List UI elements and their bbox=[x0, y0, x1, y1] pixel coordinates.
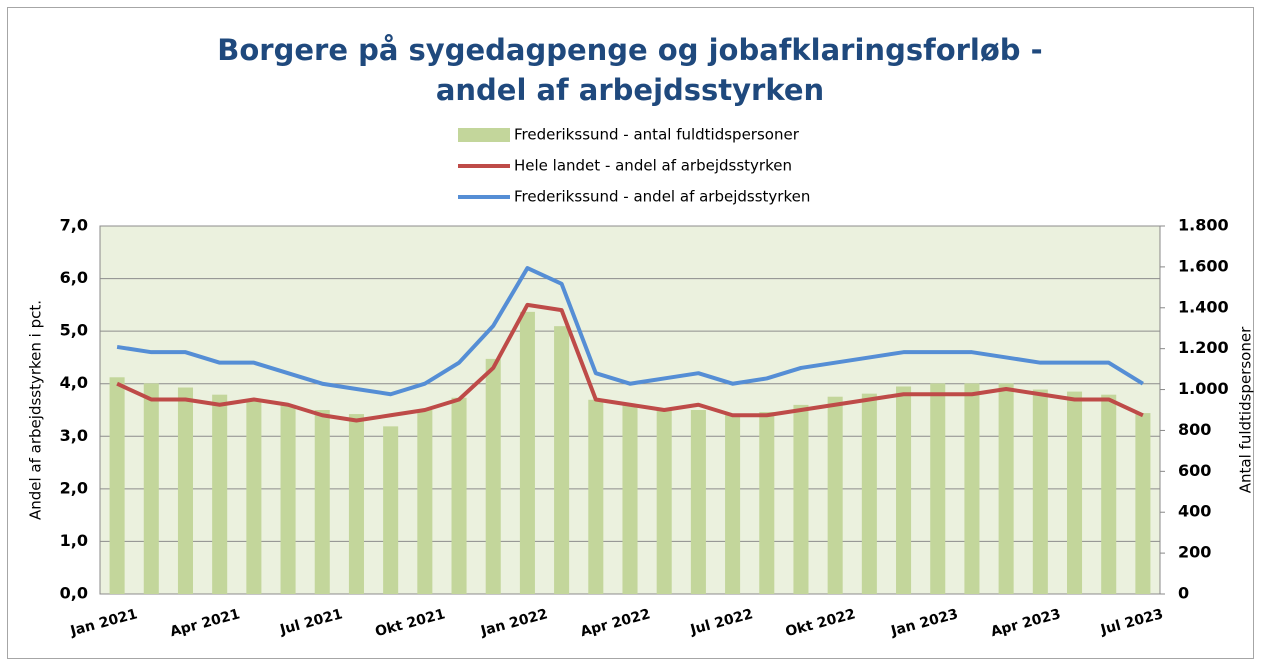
bar bbox=[177, 387, 194, 594]
legend-label: Hele landet - andel af arbejdsstyrken bbox=[514, 157, 792, 175]
bar bbox=[1101, 394, 1117, 594]
bar bbox=[246, 399, 262, 594]
y2-tick-label: 0 bbox=[1178, 584, 1189, 603]
y-tick-label: 3,0 bbox=[60, 426, 88, 445]
bar bbox=[109, 377, 125, 594]
x-tick-label: Jan 2023 bbox=[889, 606, 960, 639]
legend-swatch bbox=[458, 128, 510, 142]
bar bbox=[348, 414, 364, 594]
y-tick-label: 6,0 bbox=[60, 268, 88, 287]
bar bbox=[314, 410, 330, 594]
x-tick-label: Jul 2023 bbox=[1098, 606, 1165, 638]
legend-label: Frederikssund - andel af arbejdsstyrken bbox=[514, 188, 810, 206]
bar bbox=[554, 326, 570, 594]
x-tick-label: Apr 2022 bbox=[579, 606, 652, 640]
x-tick-label: Okt 2022 bbox=[784, 606, 857, 640]
y-tick-label: 0,0 bbox=[60, 584, 88, 603]
bar bbox=[1066, 391, 1083, 594]
bar bbox=[1032, 389, 1048, 594]
y2-tick-label: 1.600 bbox=[1178, 256, 1229, 275]
bar bbox=[588, 399, 604, 594]
y-tick-label: 4,0 bbox=[60, 373, 88, 392]
legend-label: Frederikssund - antal fuldtidspersoner bbox=[514, 126, 800, 144]
y2-tick-label: 200 bbox=[1178, 543, 1211, 562]
bar bbox=[690, 410, 706, 594]
bar bbox=[622, 404, 638, 594]
bar bbox=[896, 386, 912, 594]
bar bbox=[485, 358, 501, 594]
y-tick-label: 2,0 bbox=[60, 478, 88, 497]
bar bbox=[998, 383, 1014, 594]
line bbox=[116, 302, 1144, 423]
x-tick-label: Jul 2021 bbox=[278, 606, 345, 638]
bar bbox=[964, 383, 980, 594]
bar bbox=[827, 396, 843, 594]
bar bbox=[861, 393, 877, 594]
chart-frame bbox=[7, 7, 1254, 659]
bar bbox=[759, 412, 775, 594]
y2-tick-label: 1.400 bbox=[1178, 297, 1229, 316]
bar bbox=[930, 383, 946, 594]
x-tick-label: Okt 2021 bbox=[373, 606, 446, 640]
y2-tick-label: 800 bbox=[1178, 420, 1211, 439]
bar bbox=[793, 404, 809, 594]
bar bbox=[725, 415, 741, 594]
bar bbox=[280, 404, 296, 594]
y-tick-label: 7,0 bbox=[60, 216, 88, 235]
bar bbox=[519, 311, 535, 594]
bar bbox=[383, 426, 399, 594]
y2-tick-label: 600 bbox=[1178, 461, 1211, 480]
bar bbox=[143, 383, 159, 594]
x-tick-label: Apr 2023 bbox=[989, 606, 1062, 640]
x-tick-label: Jul 2022 bbox=[688, 606, 755, 638]
chart-title: Borgere på sygedagpenge og jobafklarings… bbox=[217, 33, 1043, 107]
bar bbox=[212, 394, 228, 594]
bar bbox=[656, 410, 672, 594]
y-tick-label: 5,0 bbox=[60, 321, 88, 340]
bar bbox=[1135, 413, 1151, 594]
x-tick-label: Apr 2021 bbox=[168, 606, 241, 640]
y2-tick-label: 1.200 bbox=[1178, 338, 1229, 357]
x-tick-label: Jan 2021 bbox=[68, 606, 139, 639]
line bbox=[116, 266, 1144, 397]
y2-tick-label: 1.800 bbox=[1178, 216, 1229, 235]
y2-axis-label: Antal fuldtidspersoner bbox=[1237, 326, 1255, 493]
y2-tick-label: 1.000 bbox=[1178, 379, 1229, 398]
y-tick-label: 1,0 bbox=[60, 531, 88, 550]
bar bbox=[451, 397, 467, 594]
bar bbox=[417, 410, 433, 594]
x-tick-label: Jan 2022 bbox=[478, 606, 549, 639]
y-axis-label: Andel af arbejdsstyrken i pct. bbox=[27, 300, 45, 520]
y2-tick-label: 400 bbox=[1178, 502, 1211, 521]
